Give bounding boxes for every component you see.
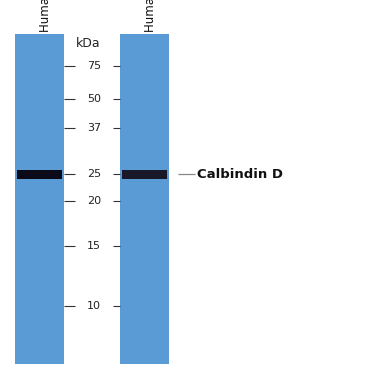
- Text: Human Kidney: Human Kidney: [144, 0, 158, 32]
- Text: 37: 37: [87, 123, 101, 132]
- Text: 15: 15: [87, 241, 101, 250]
- Text: Human Urine: Human Urine: [39, 0, 53, 32]
- Text: Calbindin D: Calbindin D: [197, 168, 283, 181]
- Bar: [15, 34, 64, 364]
- Text: kDa: kDa: [76, 37, 100, 50]
- Text: 10: 10: [87, 301, 101, 310]
- Bar: [17, 170, 62, 178]
- Text: 75: 75: [87, 61, 101, 70]
- Text: 20: 20: [87, 196, 101, 206]
- Text: 50: 50: [87, 94, 101, 104]
- Bar: [122, 170, 167, 178]
- Text: 25: 25: [87, 170, 101, 179]
- Bar: [120, 34, 169, 364]
